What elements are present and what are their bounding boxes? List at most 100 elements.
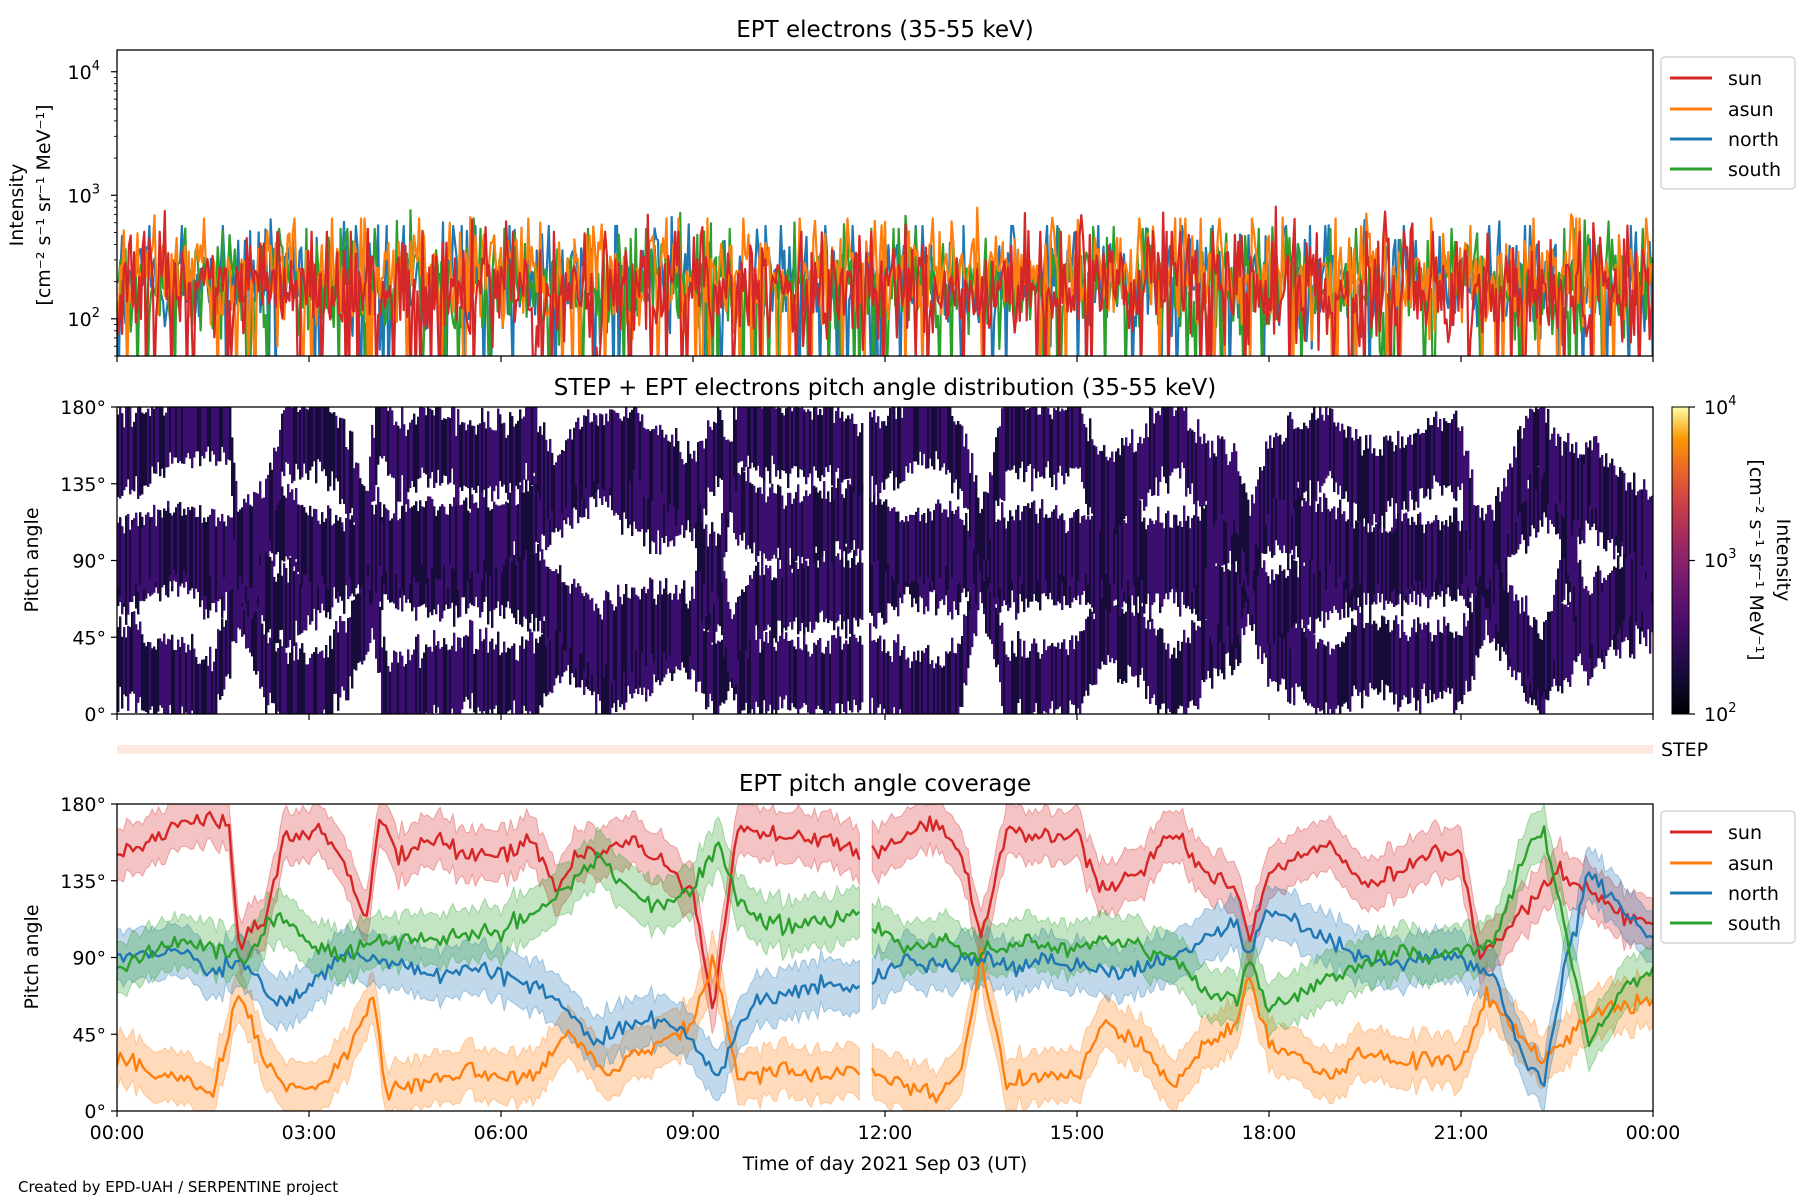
heatmap-cell bbox=[775, 408, 778, 477]
heatmap-cell bbox=[811, 653, 814, 714]
heatmap-cell bbox=[327, 505, 330, 590]
heatmap-cell bbox=[1267, 624, 1270, 687]
heatmap-cell bbox=[327, 657, 330, 714]
heatmap-cell bbox=[1449, 423, 1452, 486]
heatmap-cell bbox=[799, 502, 802, 568]
heatmap-cell bbox=[1105, 582, 1108, 665]
heatmap-cell bbox=[955, 653, 958, 714]
heatmap-cell bbox=[921, 407, 924, 466]
heatmap-cell bbox=[1299, 495, 1302, 569]
heatmap-cell bbox=[1283, 616, 1286, 680]
heatmap-cell bbox=[263, 497, 266, 556]
heatmap-cell bbox=[1231, 551, 1234, 644]
heatmap-cell bbox=[831, 535, 834, 622]
heatmap-cell bbox=[337, 632, 340, 711]
heatmap-cell bbox=[745, 481, 748, 550]
y-tick-label: 90° bbox=[72, 948, 106, 970]
heatmap-cell bbox=[1517, 429, 1520, 516]
heatmap-cell bbox=[217, 517, 220, 583]
heatmap-cell bbox=[1643, 543, 1646, 619]
heatmap-cell bbox=[313, 652, 316, 714]
heatmap-cell bbox=[625, 407, 628, 480]
heatmap-cell bbox=[1151, 618, 1154, 698]
heatmap-cell bbox=[825, 498, 828, 562]
heatmap-cell bbox=[215, 648, 218, 714]
heatmap-cell bbox=[313, 407, 316, 462]
heatmap-cell bbox=[1129, 443, 1132, 517]
heatmap-cell bbox=[1411, 516, 1414, 586]
heatmap-cell bbox=[1127, 502, 1130, 581]
heatmap-cell bbox=[829, 502, 832, 566]
heatmap-cell bbox=[923, 652, 926, 714]
heatmap-cell bbox=[1395, 528, 1398, 606]
heatmap-cell bbox=[997, 596, 1000, 665]
heatmap-cell bbox=[511, 487, 514, 562]
heatmap-cell bbox=[1495, 553, 1498, 626]
heatmap-cell bbox=[1029, 651, 1032, 714]
heatmap-cell bbox=[643, 586, 646, 669]
heatmap-cell bbox=[1207, 569, 1210, 626]
heatmap-cell bbox=[839, 636, 842, 714]
heatmap-cell bbox=[1195, 630, 1198, 706]
heatmap-cell bbox=[393, 425, 396, 479]
heatmap-cell bbox=[133, 421, 136, 492]
heatmap-cell bbox=[455, 503, 458, 576]
heatmap-cell bbox=[1211, 603, 1214, 689]
heatmap-cell bbox=[429, 496, 432, 582]
heatmap-cell bbox=[1013, 520, 1016, 580]
heatmap-cell bbox=[513, 426, 516, 495]
heatmap-cell bbox=[1155, 413, 1158, 478]
heatmap-cell bbox=[573, 578, 576, 658]
heatmap-cell bbox=[829, 407, 832, 466]
heatmap-cell bbox=[1089, 519, 1092, 597]
series-south-coverage-band bbox=[871, 804, 1653, 1074]
heatmap-cell bbox=[1603, 466, 1606, 542]
panel1-ylabel-line2: [cm⁻² s⁻¹ sr⁻¹ MeV⁻¹] bbox=[33, 104, 55, 305]
heatmap-cell bbox=[1549, 439, 1552, 512]
heatmap-cell bbox=[1459, 431, 1462, 491]
heatmap-cell bbox=[1211, 563, 1214, 645]
heatmap-cell bbox=[603, 425, 606, 491]
heatmap-cell bbox=[219, 521, 222, 582]
heatmap-cell bbox=[247, 494, 250, 572]
heatmap-cell bbox=[913, 651, 916, 714]
heatmap-cell bbox=[1433, 634, 1436, 694]
heatmap-cell bbox=[1203, 508, 1206, 577]
heatmap-cell bbox=[1311, 619, 1314, 707]
heatmap-cell bbox=[1217, 614, 1220, 677]
heatmap-cell bbox=[817, 414, 820, 478]
heatmap-cell bbox=[269, 637, 272, 693]
heatmap-cell bbox=[1009, 510, 1012, 577]
heatmap-cell bbox=[551, 571, 554, 631]
heatmap-cell bbox=[481, 641, 484, 714]
heatmap-cell bbox=[1401, 619, 1404, 700]
heatmap-cell bbox=[1295, 627, 1298, 684]
heatmap-cell bbox=[733, 407, 736, 477]
heatmap-cell bbox=[287, 582, 290, 648]
heatmap-cell bbox=[815, 407, 818, 471]
heatmap-cell bbox=[203, 659, 206, 714]
heatmap-cell bbox=[1139, 593, 1142, 675]
heatmap-cell bbox=[1339, 647, 1342, 714]
heatmap-cell bbox=[1153, 524, 1156, 588]
heatmap-cell bbox=[1601, 454, 1604, 523]
heatmap-cell bbox=[1287, 575, 1290, 633]
heatmap-cell bbox=[523, 492, 526, 560]
heatmap-cell bbox=[797, 636, 800, 714]
heatmap-cell bbox=[299, 573, 302, 635]
heatmap-cell bbox=[673, 593, 676, 670]
heatmap-cell bbox=[809, 411, 812, 474]
heatmap-cell bbox=[1483, 583, 1486, 641]
heatmap-cell bbox=[1023, 407, 1026, 483]
heatmap-cell bbox=[1307, 493, 1310, 573]
heatmap-cell bbox=[659, 424, 662, 504]
heatmap-cell bbox=[763, 480, 766, 554]
heatmap-cell bbox=[767, 407, 770, 472]
heatmap-cell bbox=[1119, 547, 1122, 617]
heatmap-cell bbox=[645, 593, 648, 666]
heatmap-cell bbox=[775, 493, 778, 559]
heatmap-cell bbox=[507, 647, 510, 712]
heatmap-cell bbox=[601, 619, 604, 681]
heatmap-cell bbox=[1575, 503, 1578, 582]
heatmap-cell bbox=[1117, 554, 1120, 609]
